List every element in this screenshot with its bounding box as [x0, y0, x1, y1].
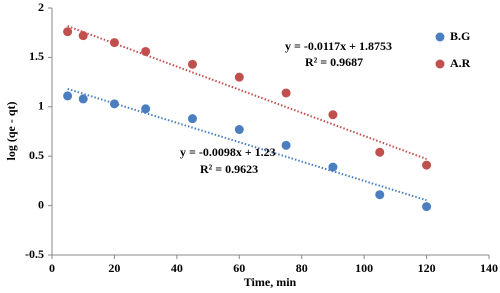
y-tick-label: -0.5: [25, 247, 44, 261]
y-tick-label: 0.5: [29, 148, 44, 162]
y-tick-label: 2: [38, 0, 44, 14]
x-tick-label: 140: [480, 261, 498, 275]
x-tick-label: 120: [418, 261, 436, 275]
data-point: [234, 125, 244, 135]
trendline-equation: y = -0.0098x + 1.23: [180, 145, 276, 159]
data-point: [187, 114, 197, 124]
trendline-r2: R² = 0.9623: [200, 162, 258, 176]
data-point: [375, 190, 385, 200]
y-tick-label: 1: [38, 99, 44, 113]
y-tick-label: 0: [38, 197, 44, 211]
x-tick-label: 0: [49, 261, 55, 275]
data-point: [63, 91, 73, 101]
data-point: [78, 31, 88, 41]
data-point: [281, 140, 291, 150]
x-tick-label: 100: [355, 261, 373, 275]
data-point: [375, 147, 385, 157]
data-point: [141, 46, 151, 56]
trendline-r2: R² = 0.9687: [305, 55, 363, 69]
data-point: [234, 72, 244, 82]
x-tick-label: 40: [171, 261, 183, 275]
data-point: [328, 110, 338, 120]
trendline-equation: y = -0.0117x + 1.8753: [285, 39, 392, 53]
data-point: [109, 99, 119, 109]
legend-label: B.G: [450, 29, 470, 43]
data-point: [187, 59, 197, 69]
legend-label: A.R: [450, 56, 471, 70]
y-tick-label: 1.5: [29, 49, 44, 63]
data-point: [63, 27, 73, 37]
x-tick-label: 20: [108, 261, 120, 275]
legend-marker: [435, 32, 445, 42]
x-axis-title: Time, min: [244, 275, 297, 289]
data-point: [78, 94, 88, 104]
x-tick-label: 60: [233, 261, 245, 275]
x-tick-label: 80: [296, 261, 308, 275]
data-point: [281, 88, 291, 98]
legend-marker: [435, 59, 445, 69]
data-point: [328, 162, 338, 172]
data-point: [422, 160, 432, 170]
trendline: [67, 25, 427, 160]
data-point: [109, 38, 119, 48]
y-axis-title: log (qe - qt): [4, 102, 18, 161]
data-point: [422, 202, 432, 212]
data-point: [141, 104, 151, 114]
